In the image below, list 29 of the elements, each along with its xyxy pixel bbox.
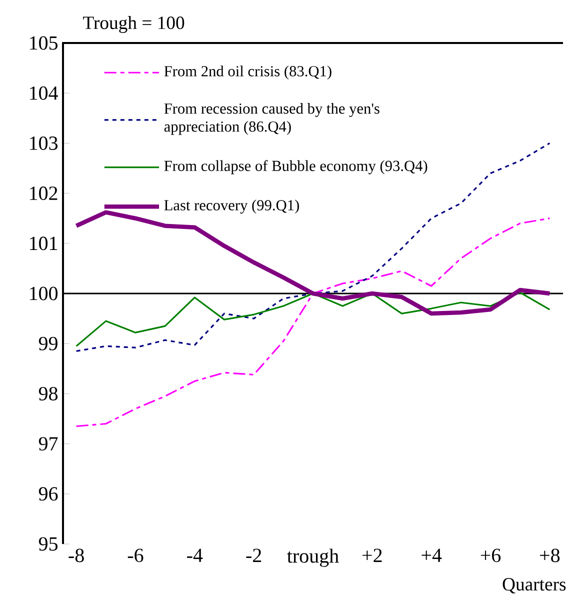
x-tick-label: -8: [68, 548, 84, 562]
y-tick-label: 100: [30, 286, 58, 300]
x-tick-label: +6: [480, 548, 501, 562]
x-tick-label: -6: [128, 548, 144, 562]
x-axis-title: Quarters: [502, 578, 566, 594]
x-tick-label: +8: [540, 548, 560, 562]
y-tick-label: 96: [38, 487, 58, 501]
y-tick-label: 95: [38, 537, 58, 551]
y-tick-label: 99: [38, 336, 58, 350]
legend-label: From recession caused by the yen's appreciation (86.Q4): [164, 102, 380, 135]
y-tick-label: 104: [30, 86, 58, 100]
y-tick-label: 102: [30, 186, 58, 200]
x-tick-label: -2: [246, 548, 262, 562]
x-tick-label: -4: [187, 548, 203, 562]
y-tick-label: 97: [38, 437, 58, 451]
x-tick-label: +4: [422, 548, 442, 562]
chart-title: Trough = 100: [83, 16, 184, 33]
legend-label: Last recovery (99.Q1): [164, 200, 299, 214]
line-series: [76, 142, 550, 352]
y-tick-label: 103: [30, 136, 58, 150]
y-tick-label: 101: [30, 236, 58, 250]
x-tick-label: +2: [362, 548, 382, 562]
legend-label: From 2nd oil crisis (83.Q1): [164, 66, 332, 80]
y-tick-label: 105: [30, 36, 58, 50]
y-tick-label: 98: [38, 386, 58, 400]
line-series: [76, 218, 550, 428]
x-tick-label: trough: [287, 548, 339, 567]
line-series: [76, 292, 550, 347]
legend-label: From collapse of Bubble economy (93.Q4): [164, 160, 428, 174]
